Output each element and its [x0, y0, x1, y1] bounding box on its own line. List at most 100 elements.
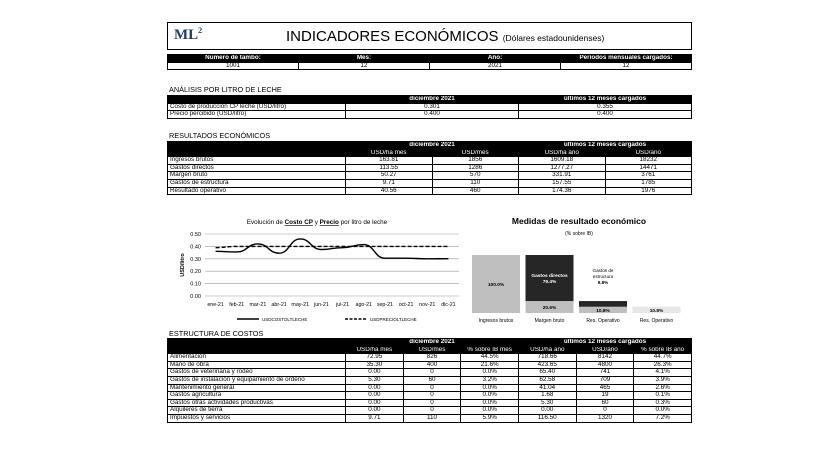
line-chart: Evolución de Costo CP y Precio por litro… [180, 219, 459, 322]
legend-label: USDCOSTOLTLECHE [262, 317, 307, 322]
cell-value: 72.95 [345, 353, 404, 362]
row-label: Impuestos y servicios [167, 413, 346, 423]
cell-value: 1976 [604, 186, 692, 196]
x-tick-label: abr-21 [271, 302, 286, 308]
x-tick-label: oct-21 [399, 302, 414, 308]
cell-value: 0.301 [345, 102, 519, 112]
y-tick-label: 0.30 [190, 257, 201, 263]
cell-value: 0.0% [460, 368, 519, 377]
bar-annotation: Gastos de [593, 268, 614, 273]
cell-value: 5.9% [460, 413, 519, 423]
cell-value: 40.56 [345, 186, 433, 196]
table-row: Mano de obra 35.30 400 21.6% 423.65 4800 26.3% [167, 360, 692, 370]
cell-value: 3.9% [633, 375, 692, 385]
cell-value: 0.0% [460, 391, 519, 400]
cell-value: 14471 [604, 163, 692, 173]
row-label: Costo de producción CP leche (USD/litro) [167, 102, 346, 112]
cell-value: 110 [402, 413, 462, 423]
cell-value: 465 [575, 383, 635, 393]
cell-value: 0.00 [345, 368, 404, 377]
cell-value: 4.1% [633, 368, 692, 377]
bar-segment [579, 301, 627, 307]
table-row: Gastos de estructura 9.71 110 157.55 1785 [167, 178, 692, 188]
table-row: Gastos de veterinaria y rodeo 0.00 0 0.0% 65… [167, 368, 692, 377]
cell-value: 0 [402, 368, 462, 377]
x-tick-label: mar-21 [250, 302, 267, 308]
series-line-usdprecioltleche [215, 245, 449, 249]
cell-value: 0 [402, 383, 462, 393]
column-header: USD/mes [431, 148, 519, 158]
cell-value: 0 [575, 406, 635, 415]
row-label: Gastos directos [167, 163, 346, 173]
cell-value: 163.81 [345, 156, 433, 165]
x-tick-label: ago-21 [356, 302, 373, 308]
cell-value: 2.6% [633, 383, 692, 393]
y-axis-label: USD/litro [180, 253, 186, 277]
cell-value: 0 [402, 406, 462, 415]
cell-value: 62.58 [517, 375, 577, 385]
chart-title: Medidas de resultado económico [512, 216, 646, 226]
row-label: Gastos de instalación y equipamiento de … [167, 375, 346, 385]
row-label: Gastos agricultura [167, 391, 346, 400]
cell-value: 3.2% [460, 375, 519, 385]
cell-value: 331.91 [518, 171, 606, 180]
resultados-table: diciembre 2021 últimos 12 meses cargados … [167, 141, 692, 196]
cell-value: 709 [575, 375, 635, 385]
cell-value: 4800 [575, 360, 635, 370]
cell-value: 9.71 [345, 178, 433, 188]
cell-value: 400 [402, 360, 462, 370]
cell-value: 65.40 [517, 368, 577, 377]
estructura-table: diciembre 2021 últimos 12 meses cargados … [167, 338, 693, 423]
cell-value: 826 [402, 353, 462, 362]
table-row: Alquileres de tierra 0.00 0 0.0% 0.00 0 0.0% [167, 406, 692, 415]
column-header: USD/mes [402, 345, 462, 355]
x-category-label: Ingresos brutos [479, 318, 514, 324]
x-category-label: Margen bruto [535, 318, 565, 324]
column-header: USD/ha año [518, 148, 606, 158]
cell-value: 9.71 [345, 413, 404, 423]
row-label: Resultado operativo [167, 186, 346, 196]
table-row: Impuestos y servicios 9.71 110 5.9% 116.50 13… [167, 413, 692, 423]
row-label: Mano de obra [167, 360, 346, 370]
cell-value: 19 [575, 391, 635, 400]
cell-value: 3761 [604, 171, 692, 180]
cell-value: 0.00 [345, 406, 404, 415]
bar-chart: Medidas de resultado económico (% sobre I… [472, 216, 681, 324]
cell-value: 0.3% [633, 398, 692, 408]
cell-value: 0.0% [633, 406, 692, 415]
legend-label: USDPRECIOLTLECHE [370, 317, 417, 322]
bar-label: 10.8% [596, 308, 610, 314]
x-tick-label: ene-21 [207, 302, 224, 308]
bar-segment [525, 255, 574, 302]
cell-value: 1609.18 [518, 156, 606, 165]
y-tick-label: 0.10 [190, 282, 201, 288]
row-label: Ingresos brutos [167, 156, 346, 165]
x-tick-label: jun-21 [313, 302, 329, 308]
row-label: Alimentación [167, 353, 346, 362]
chart-subtitle: (% sobre IB) [565, 231, 593, 237]
cell-value: 570 [431, 171, 519, 180]
cell-value: 1320 [575, 413, 635, 423]
row-label: Margen bruto [167, 171, 346, 180]
column-header: USD/ha año [517, 345, 577, 355]
cell-value: 21.6% [460, 360, 519, 370]
column-header: USD/ha mes [345, 148, 433, 158]
x-tick-label: nov-21 [419, 302, 435, 308]
table-row: Alimentación 72.95 826 44.5% 718.66 8142 44.7% [167, 353, 692, 362]
cell-value: 0.400 [518, 110, 692, 119]
x-category-label: Res. Operativo [586, 318, 620, 324]
x-tick-label: feb-21 [229, 302, 244, 308]
analisis-table: diciembre 2021 últimos 12 meses cargados … [167, 95, 692, 119]
cell-value: 0.00 [345, 391, 404, 400]
section-title-estructura: ESTRUCTURA DE COSTOS [169, 329, 264, 338]
bar-annotation: estructura [593, 274, 614, 279]
row-label: Gastos otras actividades productivas [167, 398, 346, 408]
row-label: Alquileres de tierra [167, 406, 346, 415]
page-title: INDICADORES ECONÓMICOS (Dólares estadoun… [286, 28, 605, 45]
cell-value: 174.36 [518, 186, 606, 196]
column-header: % sobre IB año [633, 345, 692, 355]
y-tick-label: 0.40 [190, 244, 201, 250]
bar-annotation: 9.8% [598, 280, 608, 285]
bar-segment [579, 306, 627, 313]
cell-value: 8142 [575, 353, 635, 362]
